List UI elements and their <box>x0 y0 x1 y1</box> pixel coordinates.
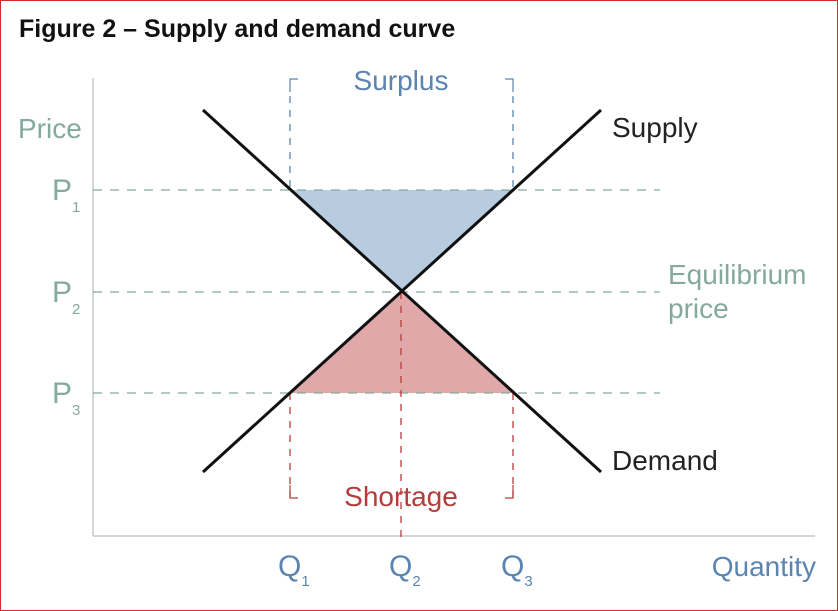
y-axis-label: Price <box>18 113 82 144</box>
shortage-bracket-right <box>505 485 514 499</box>
p3-label-sub: 3 <box>72 402 80 419</box>
surplus-bracket-left <box>289 78 298 92</box>
supply-label: Supply <box>612 112 698 143</box>
p1-label-sub: 1 <box>72 199 80 216</box>
p3-label: P3 <box>52 377 80 419</box>
p2-label: P2 <box>52 276 80 318</box>
q2-label-sub: 2 <box>412 573 420 590</box>
q2-label: Q2 <box>389 550 421 590</box>
demand-curve <box>201 108 603 474</box>
q3-label: Q3 <box>501 550 533 590</box>
shortage-region <box>290 292 513 393</box>
demand-label: Demand <box>612 445 718 476</box>
surplus-label: Surplus <box>354 65 449 96</box>
q1-label-main: Q <box>278 550 301 583</box>
equilibrium-price-label-line2: price <box>668 293 729 324</box>
p2-label-sub: 2 <box>72 301 80 318</box>
q1-label-sub: 1 <box>301 573 309 590</box>
p3-label-main: P <box>52 377 72 410</box>
x-axis-label: Quantity <box>712 551 816 582</box>
p1-label: P1 <box>52 174 80 216</box>
equilibrium-price-label-line1: Equilibrium <box>668 259 807 290</box>
figure-title: Figure 2 – Supply and demand curve <box>19 15 456 43</box>
surplus-region <box>290 190 513 292</box>
shortage-label: Shortage <box>344 481 458 512</box>
shortage-bracket-left <box>289 485 298 499</box>
surplus-bracket-right <box>505 78 514 92</box>
p2-label-main: P <box>52 276 72 309</box>
p1-label-main: P <box>52 174 72 207</box>
q1-label: Q1 <box>278 550 310 590</box>
q2-label-main: Q <box>389 550 412 583</box>
q3-label-sub: 3 <box>524 573 532 590</box>
q3-label-main: Q <box>501 550 524 583</box>
